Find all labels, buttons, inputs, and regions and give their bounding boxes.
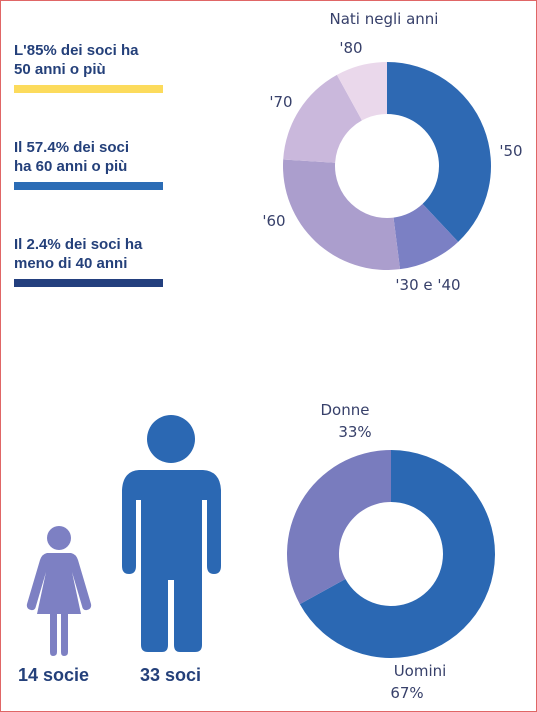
man-figure-icon (122, 415, 221, 652)
slice-label-50s: '50 (499, 142, 522, 160)
stat-over-60-line2: ha 60 anni o più (14, 158, 128, 175)
stat-under-40-line2: meno di 40 anni (14, 255, 128, 272)
slice-label-30s-40s: '30 e '40 (395, 276, 460, 294)
slice-uomini (299, 450, 496, 658)
slice-80 (336, 62, 387, 121)
female-count-label: 14 socie (18, 665, 90, 685)
stat-over-60-line1: Il 57.4% dei soci (14, 139, 130, 156)
stat-over-60: Il 57.4% dei soci ha 60 anni o più (14, 138, 184, 190)
stat-over-60-bar (14, 182, 163, 190)
slice-label-80s: '80 (339, 39, 362, 57)
slice-70 (283, 74, 362, 163)
stat-over-50-line2: 50 anni o più (14, 61, 106, 78)
slice-label-uomini: Uomini (394, 662, 447, 680)
stat-over-50-line1: L'85% dei soci ha (14, 42, 139, 59)
birth-decade-chart-title: Nati negli anni (330, 10, 439, 28)
slice-50 (387, 62, 492, 242)
slice-value-uomini: 67% (390, 684, 423, 702)
slice-60 (283, 159, 401, 270)
slice-label-donne: Donne (321, 401, 370, 419)
stat-over-50-bar (14, 85, 163, 93)
stat-under-40-line1: Il 2.4% dei soci ha (14, 236, 143, 253)
woman-figure-icon (26, 526, 92, 656)
gender-donut (287, 450, 496, 658)
slice-label-70s: '70 (269, 93, 292, 111)
slice-label-60s: '60 (262, 212, 285, 230)
male-count-label: 33 soci (140, 665, 202, 685)
slice-30-e-40 (393, 203, 459, 270)
slice-value-donne: 33% (338, 423, 371, 441)
stat-over-50: L'85% dei soci ha 50 anni o più (14, 41, 184, 93)
slice-donne (287, 450, 391, 605)
stat-under-40: Il 2.4% dei soci ha meno di 40 anni (14, 235, 184, 287)
stat-under-40-bar (14, 279, 163, 287)
birth-decade-donut (283, 62, 492, 270)
